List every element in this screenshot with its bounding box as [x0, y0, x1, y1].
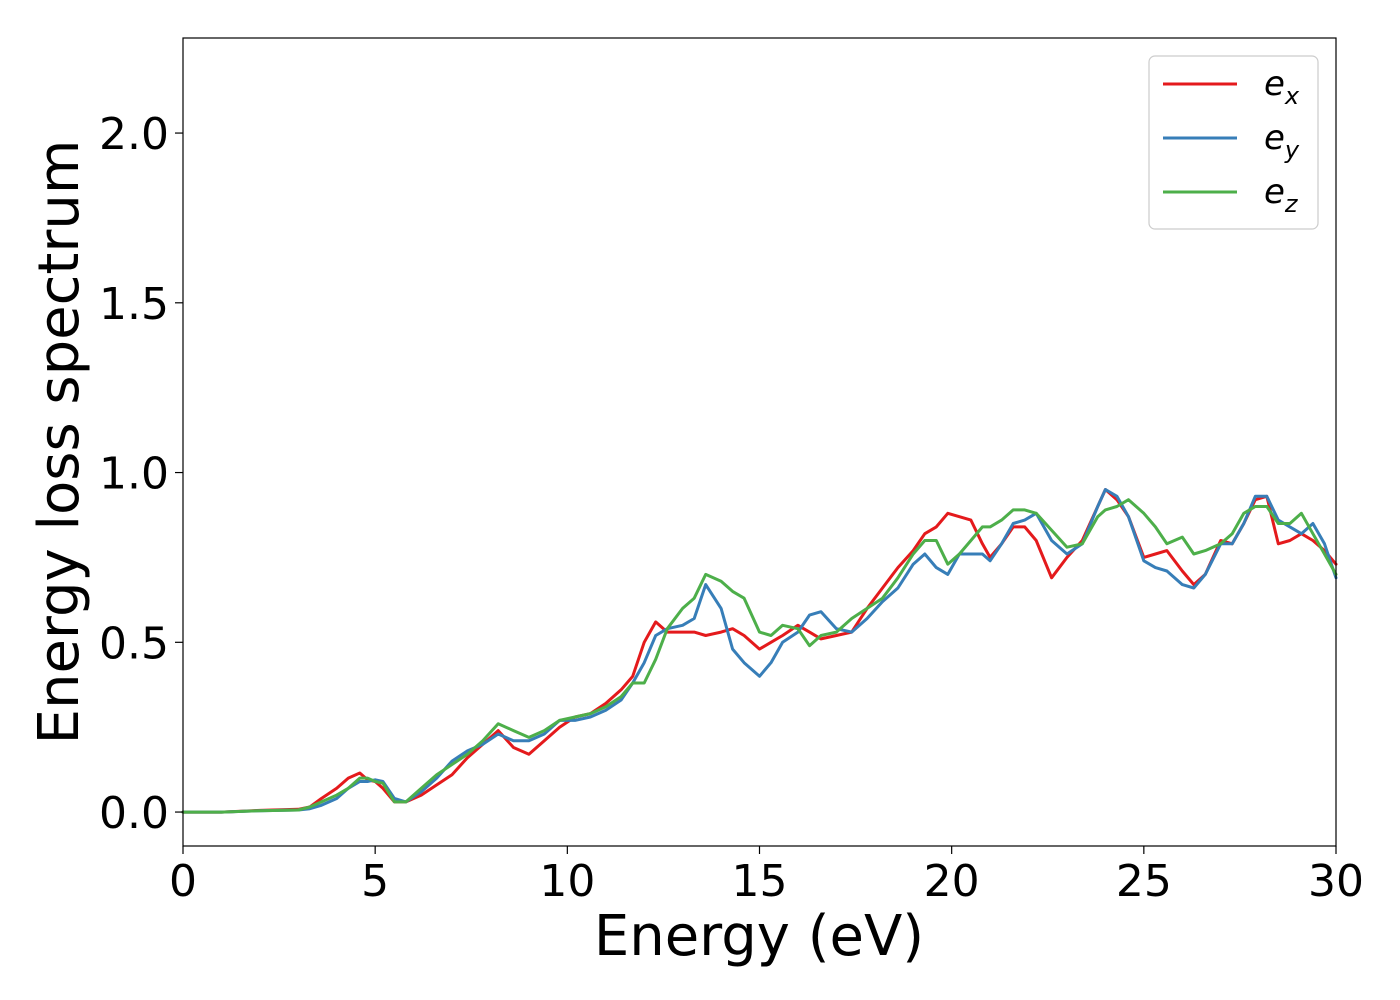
x-axis: 0 5 10 15 20 25 30	[169, 846, 1364, 907]
y-tick-label: 1.0	[99, 449, 169, 500]
y-tick-label: 1.5	[99, 279, 169, 330]
y-tick-label: 0.0	[99, 788, 169, 839]
series-line-ey	[181, 488, 1338, 814]
x-tick-label: 20	[924, 856, 980, 907]
y-tick-label: 0.5	[99, 618, 169, 669]
series-line-ex	[181, 488, 1338, 814]
x-tick-label: 25	[1116, 856, 1172, 907]
legend-label: ey	[1264, 118, 1300, 164]
legend-label: ex	[1264, 64, 1300, 110]
series-line-ez	[181, 498, 1338, 814]
x-tick-label: 5	[361, 856, 389, 907]
x-tick-label: 30	[1308, 856, 1364, 907]
x-tick-label: 15	[732, 856, 788, 907]
x-axis-title: Energy (eV)	[594, 904, 924, 969]
plot-area	[183, 38, 1336, 846]
y-axis-title: Energy loss spectrum	[27, 140, 92, 745]
y-tick-label: 2.0	[99, 109, 169, 160]
x-tick-label: 10	[539, 856, 595, 907]
series-layer	[181, 488, 1338, 814]
legend-label: ez	[1264, 172, 1299, 218]
legend: ex ey ez	[1148, 55, 1319, 230]
x-tick-label: 0	[169, 856, 197, 907]
y-axis: 0.0 0.5 1.0 1.5 2.0	[99, 109, 183, 839]
legend-box	[1148, 55, 1319, 230]
